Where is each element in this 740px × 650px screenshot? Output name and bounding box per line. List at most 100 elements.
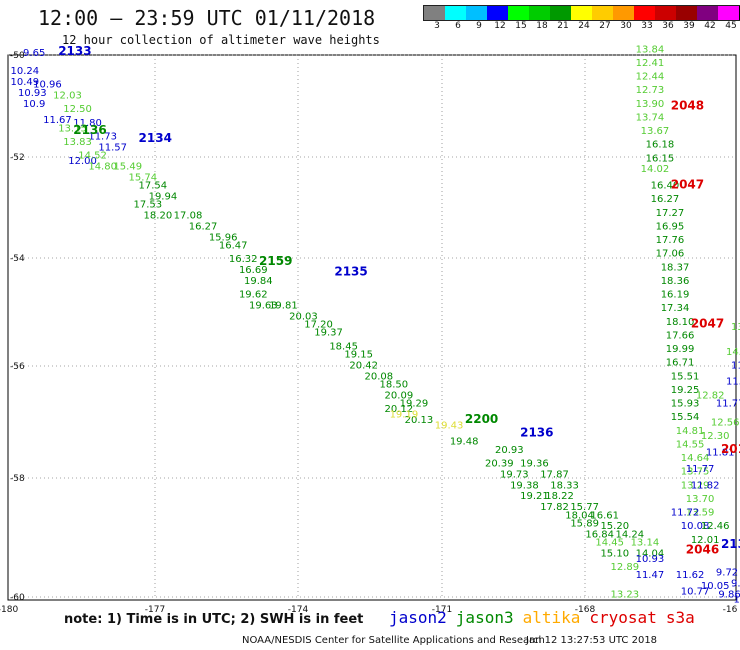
color-swatch <box>613 6 634 20</box>
legend-jason3: jason3 <box>455 608 514 627</box>
longitude-tick-label: -180 <box>0 605 18 615</box>
wave-height-value: 13.14 <box>631 538 660 549</box>
wave-height-value: 20.39 <box>485 458 514 469</box>
wave-height-value: 10.24 <box>11 66 40 77</box>
wave-height-value: 15.54 <box>671 412 700 423</box>
wave-height-value: 16.95 <box>656 221 685 232</box>
wave-height-value: 16.19 <box>661 290 690 301</box>
wave-height-value: 20.13 <box>405 415 434 426</box>
longitude-tick-label: -177 <box>145 605 165 615</box>
wave-height-value: 12.30 <box>701 431 730 442</box>
wave-height-value: 17.53 <box>134 200 163 211</box>
latitude-tick-label: -50 <box>10 51 25 61</box>
wave-height-value: 19.25 <box>671 385 700 396</box>
wave-height-value: 19.63 <box>249 300 278 311</box>
wave-height-value: 19.38 <box>510 480 539 491</box>
color-scale-label: 27 <box>599 21 611 31</box>
pass-number-label: 2159 <box>259 254 292 268</box>
wave-height-value: 10.49 <box>11 77 40 88</box>
wave-height-value: 20.03 <box>289 311 318 322</box>
wave-height-value: 12.56 <box>711 418 740 429</box>
wave-height-value: 18.04 <box>565 510 594 521</box>
color-swatch <box>634 6 655 20</box>
longitude-tick-label: -174 <box>288 605 309 615</box>
wave-height-value: 14.64 <box>681 453 710 464</box>
wave-height-value: 15.74 <box>128 172 157 183</box>
wave-height-value: 14.02 <box>641 164 670 175</box>
wave-height-value: 17.82 <box>540 502 569 513</box>
wave-height-value: 12.03 <box>53 91 82 102</box>
pass-number-label: 2137 <box>721 537 740 551</box>
wave-height-value: 20.93 <box>495 445 524 456</box>
color-scale-label: 21 <box>557 21 569 31</box>
wave-height-value: 16.69 <box>239 265 268 276</box>
color-swatch <box>592 6 613 20</box>
wave-height-value: 18.33 <box>550 480 579 491</box>
latitude-tick-label: -58 <box>10 474 25 484</box>
color-swatch <box>508 6 529 20</box>
wave-height-value: 16.18 <box>646 140 675 151</box>
pass-number-labels: 2133 2134 2136 2135 2159 2200 2136 2048 2047 2047… <box>58 44 740 557</box>
wave-height-value: 10.93 <box>636 554 665 565</box>
wave-height-value: 17.27 <box>656 208 685 219</box>
wave-height-value: 10.08 <box>681 521 710 532</box>
legend-altika: altika <box>522 608 581 627</box>
wave-height-value: 13.90 <box>636 99 665 110</box>
wave-height-value: 19.94 <box>149 191 178 202</box>
pass-number-label: 2012 <box>721 442 740 456</box>
wave-height-value: 14.5 <box>726 347 740 358</box>
wave-height-value: 9.72 <box>716 567 738 578</box>
footer-credit: NOAA/NESDIS Center for Satellite Applica… <box>242 635 545 646</box>
wave-height-value: 12.41 <box>636 58 665 69</box>
wave-height-value: 12.01 <box>691 535 720 546</box>
satellite-legend: jason2 jason3 altika cryosat s3a <box>389 608 704 627</box>
color-swatch <box>655 6 676 20</box>
wave-height-value: 18.22 <box>545 491 574 502</box>
map-frame <box>7 54 737 601</box>
wave-height-value: 19.36 <box>520 458 549 469</box>
wave-height-value: 11.82 <box>691 480 720 491</box>
latitude-tick-label: -54 <box>10 254 25 264</box>
wave-height-value: 15.93 <box>671 399 700 410</box>
pass-number-label: 2133 <box>58 44 91 58</box>
color-swatch <box>487 6 508 20</box>
color-swatch <box>571 6 592 20</box>
wave-height-value: 19.73 <box>500 469 529 480</box>
wave-height-value: 17.08 <box>174 211 203 222</box>
wave-height-value: 16.61 <box>590 510 619 521</box>
color-swatch <box>697 6 718 20</box>
wave-height-value: 12.50 <box>63 104 92 115</box>
wave-height-value: 16.47 <box>219 240 248 251</box>
wave-height-value: 12.73 <box>636 85 665 96</box>
wave-height-value: 14.52 <box>78 151 107 162</box>
wave-height-value: 19.15 <box>344 349 373 360</box>
map-tick-labels: -50 -52 -54 -56 -58 -60 -180 -177 -174 -171 -168 -1… <box>0 51 738 615</box>
latitude-tick-label: -52 <box>10 153 25 163</box>
wave-height-value: 20.08 <box>364 371 393 382</box>
color-swatch <box>550 6 571 20</box>
latitude-tick-label: -56 <box>10 362 25 372</box>
wave-height-value: 15.10 <box>600 548 629 559</box>
wave-height-value: 19.29 <box>400 399 429 410</box>
wave-height-value: 10.77 <box>681 587 710 598</box>
color-scale-label: 39 <box>683 21 695 31</box>
wave-height-value: 14.04 <box>636 548 665 559</box>
wave-height-value: 14.24 <box>616 529 645 540</box>
wave-height-value: 13 <box>731 322 740 333</box>
wave-height-value: 15.20 <box>600 521 629 532</box>
wave-height-value: 11.72 <box>671 508 700 519</box>
wave-height-value: 19.62 <box>239 290 268 301</box>
pass-number-label: 2047 <box>691 317 724 331</box>
color-scale-label: 36 <box>662 21 674 31</box>
wave-height-value: 13.29 <box>681 480 710 491</box>
wave-height-value: 9.65 <box>23 48 45 59</box>
color-swatch <box>445 6 466 20</box>
wave-height-value: 11.47 <box>636 570 665 581</box>
legend-jason2: jason2 <box>389 608 447 627</box>
wave-height-value: 16.27 <box>651 194 680 205</box>
wave-height-value: 17.20 <box>304 320 333 331</box>
wave-height-value: 14.55 <box>676 439 705 450</box>
pass-number-label: 2048 <box>671 99 704 113</box>
wave-height-value: 10.96 <box>33 80 62 91</box>
